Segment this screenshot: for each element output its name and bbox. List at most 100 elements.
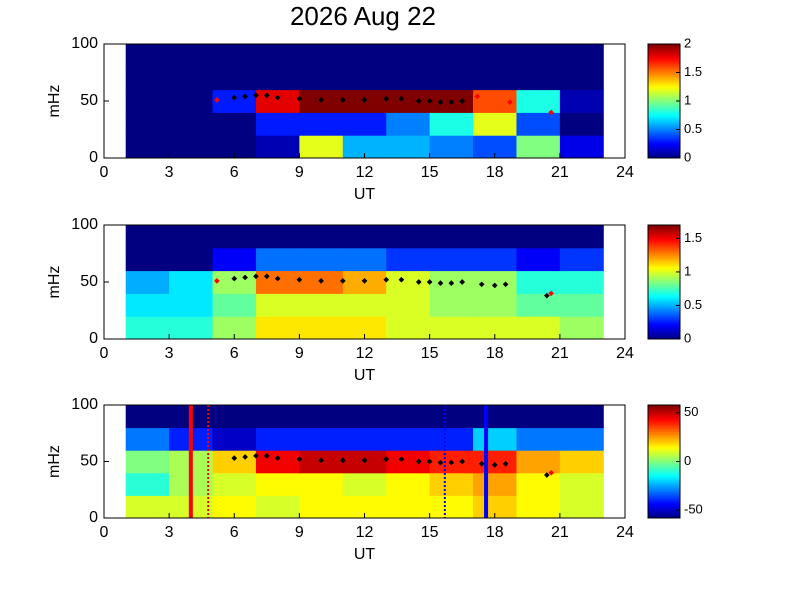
trace-point	[544, 292, 550, 299]
heatmap-cell	[559, 472, 604, 496]
heatmap-cell	[299, 472, 344, 496]
heatmap-cell	[429, 405, 474, 429]
heatmap-cell	[342, 44, 387, 68]
colorbar-swatch	[648, 239, 680, 242]
colorbar-swatch	[648, 475, 680, 478]
heatmap-cell	[516, 472, 561, 496]
heatmap-cell	[212, 89, 257, 113]
trace-point	[253, 453, 259, 459]
colorbar-swatch	[648, 226, 680, 230]
colorbar-swatch	[648, 255, 680, 258]
colorbar-swatch	[648, 487, 680, 491]
colorbar-swatch	[648, 306, 680, 310]
colorbar-swatch	[648, 233, 680, 237]
y-tick-label: 0	[89, 509, 98, 526]
colorbar-swatch	[648, 113, 680, 116]
heatmap-cell	[473, 66, 517, 91]
heatmap-cell	[212, 427, 257, 451]
trace-point	[361, 457, 368, 464]
colorbar-swatch	[648, 271, 680, 274]
colorbar-swatch	[648, 88, 680, 91]
trace-point	[398, 456, 405, 463]
y-tick-label: 0	[89, 330, 98, 347]
chart-title: 2026 Aug 22	[290, 1, 436, 31]
colorbar-swatch	[648, 489, 680, 493]
colorbar-swatch	[648, 440, 680, 443]
colorbar-swatch	[648, 93, 680, 97]
y-tick-label: 50	[80, 453, 98, 470]
heatmap-cell	[516, 427, 561, 451]
trace-point	[274, 455, 281, 461]
heatmap-cell	[342, 225, 387, 249]
colorbar-swatch	[648, 285, 680, 288]
colorbar-swatch	[648, 68, 680, 72]
trace-point	[383, 95, 390, 102]
heatmap-cell	[255, 427, 300, 451]
colorbar-swatch	[648, 102, 680, 106]
x-tick-label: 21	[551, 345, 569, 362]
trace-point	[478, 281, 485, 288]
heatmap-cell	[342, 495, 387, 519]
colorbar-swatch	[648, 315, 680, 319]
heatmap-cell	[255, 405, 300, 429]
colorbar-swatch	[648, 140, 680, 143]
colorbar-swatch	[648, 408, 680, 411]
heatmap-cell	[559, 450, 604, 474]
colorbar-swatch	[648, 496, 680, 500]
heatmap-cell	[429, 495, 474, 519]
heatmap-cell	[386, 472, 431, 496]
colorbar-swatch	[648, 321, 680, 324]
heatmap-cell	[342, 247, 387, 272]
heatmap-cell	[429, 247, 474, 272]
colorbar-swatch	[648, 330, 680, 333]
trace-point	[448, 459, 455, 466]
trace-point	[318, 97, 324, 103]
y-tick-label: 100	[71, 216, 98, 233]
colorbar-swatch	[648, 241, 680, 244]
heatmap-cell	[516, 270, 561, 294]
trace-point	[214, 278, 220, 284]
trace-point	[242, 93, 248, 100]
heatmap-cell	[559, 44, 604, 68]
heatmap-cell	[125, 427, 170, 451]
colorbar-swatch	[648, 419, 680, 422]
trace-point	[491, 282, 498, 289]
y-tick-label: 0	[89, 149, 98, 166]
trace-point	[426, 98, 433, 104]
y-axis-label: mHz	[46, 266, 63, 299]
colorbar-swatch	[648, 415, 680, 418]
trace-point	[361, 278, 368, 284]
x-tick-label: 18	[486, 345, 504, 362]
heatmap-cell	[429, 293, 474, 317]
colorbar-swatch	[648, 328, 680, 331]
heatmap-cell	[342, 135, 387, 159]
colorbar-tick-label: 0.5	[684, 121, 702, 136]
colorbar-swatch	[648, 477, 680, 480]
heatmap-cell	[473, 405, 517, 429]
colorbar-swatch	[648, 244, 680, 247]
heatmap-cell	[125, 495, 170, 519]
trace-point	[426, 279, 433, 285]
heatmap-cell	[212, 112, 257, 136]
heatmap-cell	[429, 66, 474, 91]
colorbar-swatch	[648, 115, 680, 118]
colorbar-swatch	[648, 466, 680, 470]
colorbar-swatch	[648, 301, 680, 304]
colorbar-swatch	[648, 77, 680, 81]
colorbar-swatch	[648, 111, 680, 114]
colorbar-swatch	[648, 150, 680, 154]
trace-point	[448, 99, 455, 105]
colorbar-swatch	[648, 296, 680, 299]
colorbar-swatch	[648, 84, 680, 88]
colorbar-swatch	[648, 141, 680, 145]
heatmap-cell	[212, 44, 257, 68]
colorbar-swatch	[648, 502, 680, 505]
colorbar-tick-label: 50	[684, 404, 698, 419]
trace-point	[448, 280, 455, 286]
heatmap-cell	[516, 316, 561, 340]
colorbar-swatch	[648, 314, 680, 317]
colorbar-swatch	[648, 283, 680, 287]
colorbar-swatch	[648, 420, 680, 424]
trace-point	[242, 454, 248, 460]
colorbar-swatch	[648, 454, 680, 457]
